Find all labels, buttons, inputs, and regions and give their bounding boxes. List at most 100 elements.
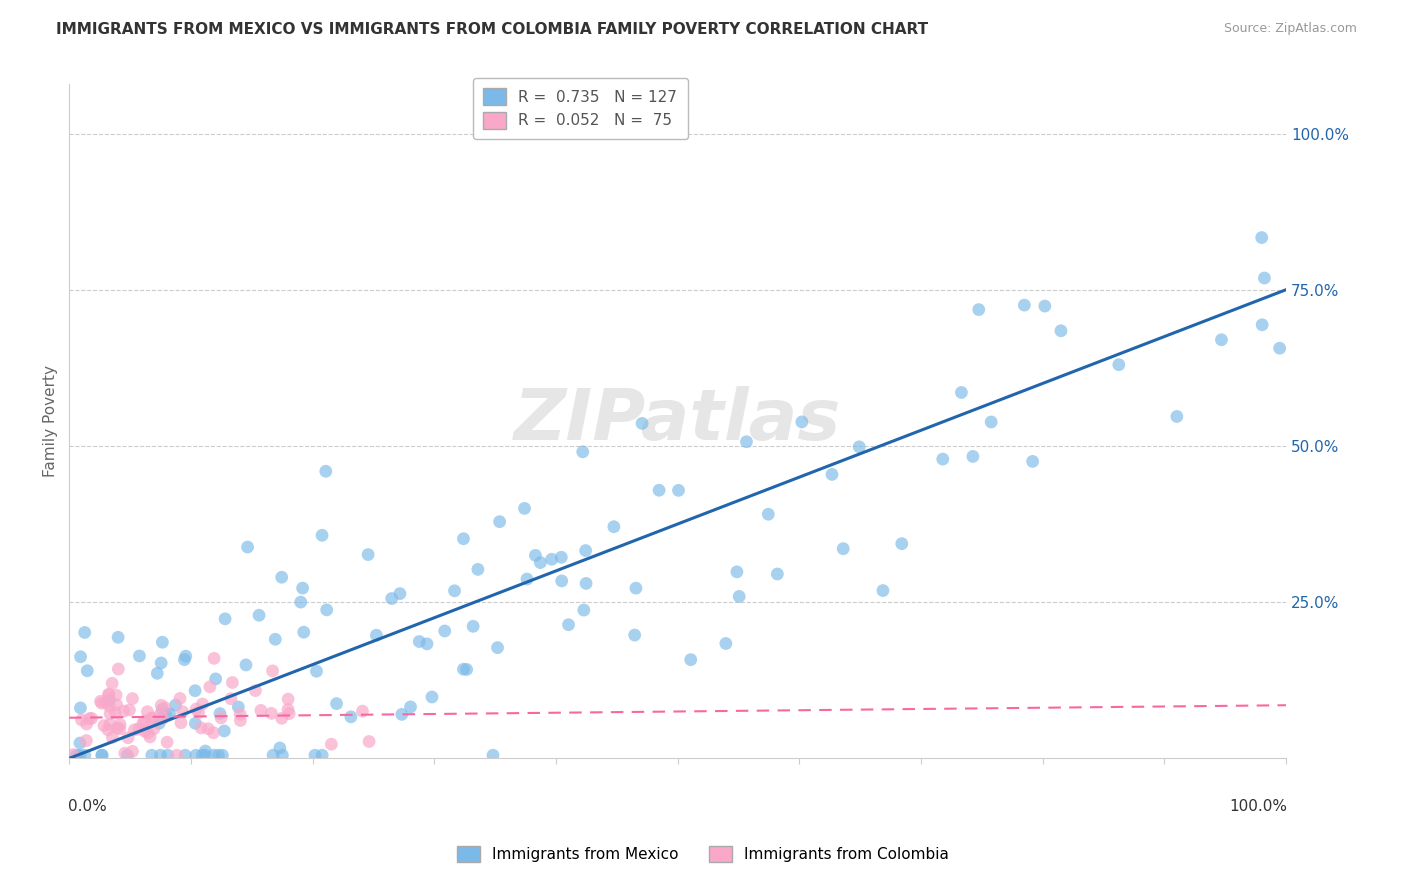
Point: [513, 501, 536, 516]
Point: [112, 704, 135, 718]
Point: [463, 619, 485, 633]
Point: [69, 701, 91, 715]
Point: [235, 657, 257, 672]
Point: [540, 552, 562, 566]
Point: [1014, 298, 1036, 312]
Point: [290, 595, 312, 609]
Point: [340, 710, 363, 724]
Point: [76, 717, 98, 731]
Point: [139, 730, 162, 744]
Point: [1166, 409, 1188, 424]
Point: [967, 302, 990, 317]
Point: [69, 748, 91, 763]
Point: [149, 707, 172, 722]
Point: [93, 718, 115, 732]
Point: [132, 715, 155, 730]
Point: [270, 570, 292, 584]
Point: [184, 748, 207, 763]
Point: [1108, 358, 1130, 372]
Point: [209, 711, 232, 725]
Point: [165, 698, 187, 713]
Point: [245, 683, 267, 698]
Point: [174, 649, 197, 664]
Point: [264, 632, 287, 647]
Point: [766, 566, 789, 581]
Point: [202, 748, 225, 763]
Point: [117, 748, 139, 763]
Point: [75, 733, 97, 747]
Point: [524, 549, 547, 563]
Point: [214, 612, 236, 626]
Point: [399, 700, 422, 714]
Point: [872, 583, 894, 598]
Point: [90, 694, 112, 708]
Point: [247, 608, 270, 623]
Y-axis label: Family Poverty: Family Poverty: [44, 365, 58, 477]
Point: [202, 651, 225, 665]
Point: [277, 702, 299, 716]
Point: [1050, 324, 1073, 338]
Point: [108, 717, 131, 731]
Point: [648, 483, 671, 498]
Point: [848, 440, 870, 454]
Point: [169, 691, 191, 706]
Point: [229, 707, 252, 722]
Point: [456, 663, 478, 677]
Point: [315, 603, 337, 617]
Point: [187, 706, 209, 720]
Point: [631, 417, 654, 431]
Point: [352, 704, 374, 718]
Point: [932, 452, 955, 467]
Point: [269, 741, 291, 756]
Point: [194, 744, 217, 758]
Point: [550, 550, 572, 565]
Text: Source: ZipAtlas.com: Source: ZipAtlas.com: [1223, 22, 1357, 36]
Point: [152, 711, 174, 725]
Point: [357, 734, 380, 748]
Point: [571, 445, 593, 459]
Point: [148, 716, 170, 731]
Point: [107, 630, 129, 644]
Point: [572, 603, 595, 617]
Point: [433, 624, 456, 638]
Point: [91, 748, 114, 763]
Point: [453, 662, 475, 676]
Point: [321, 737, 343, 751]
Point: [980, 415, 1002, 429]
Point: [134, 724, 156, 739]
Point: [821, 467, 844, 482]
Point: [623, 628, 645, 642]
Point: [890, 536, 912, 550]
Point: [70, 713, 93, 727]
Point: [725, 565, 748, 579]
Point: [325, 697, 347, 711]
Legend: Immigrants from Mexico, Immigrants from Colombia: Immigrants from Mexico, Immigrants from …: [451, 840, 955, 868]
Point: [166, 748, 188, 763]
Point: [98, 717, 121, 731]
Point: [1021, 454, 1043, 468]
Point: [190, 721, 212, 735]
Point: [219, 691, 242, 706]
Point: [603, 519, 626, 533]
Point: [76, 664, 98, 678]
Point: [73, 748, 96, 763]
Point: [94, 695, 117, 709]
Point: [124, 723, 146, 737]
Point: [262, 664, 284, 678]
Point: [97, 687, 120, 701]
Text: IMMIGRANTS FROM MEXICO VS IMMIGRANTS FROM COLOMBIA FAMILY POVERTY CORRELATION CH: IMMIGRANTS FROM MEXICO VS IMMIGRANTS FRO…: [56, 22, 928, 37]
Point: [443, 583, 465, 598]
Point: [174, 748, 197, 763]
Point: [134, 714, 156, 728]
Point: [186, 702, 208, 716]
Point: [260, 706, 283, 721]
Point: [208, 706, 231, 721]
Point: [97, 723, 120, 737]
Point: [292, 625, 315, 640]
Point: [357, 548, 380, 562]
Point: [62, 747, 84, 762]
Legend: R =  0.735   N = 127, R =  0.052   N =  75: R = 0.735 N = 127, R = 0.052 N = 75: [472, 78, 688, 139]
Point: [184, 683, 207, 698]
Point: [207, 748, 229, 763]
Point: [80, 711, 103, 725]
